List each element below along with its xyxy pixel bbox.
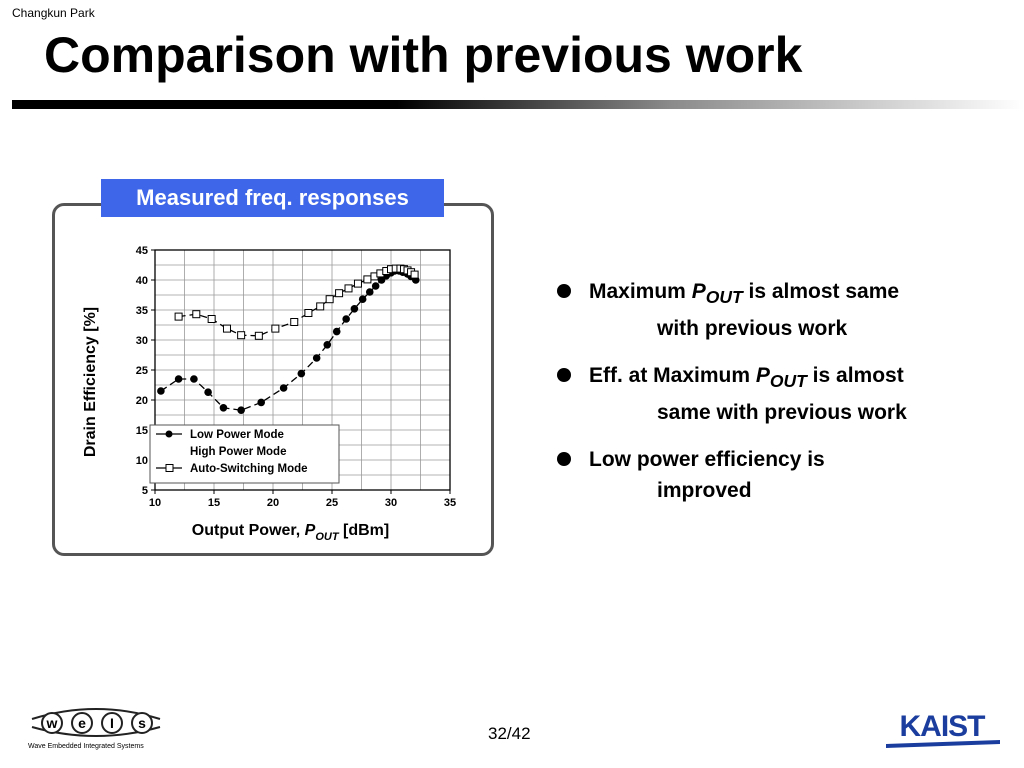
data-point-low-power bbox=[358, 295, 367, 303]
bullet-item: Low power efficiency is improved bbox=[555, 444, 1015, 506]
chart-panel-header: Measured freq. responses bbox=[101, 179, 444, 217]
bullet-dot bbox=[557, 284, 571, 298]
weis-logo: w e I s Wave Embedded Integrated Systems bbox=[28, 708, 161, 750]
bullet-dot bbox=[557, 368, 571, 383]
title-underline bbox=[12, 100, 1024, 109]
bullet-list: Maximum POUT is almost same with previou… bbox=[555, 276, 1015, 522]
data-point-low-power bbox=[371, 282, 380, 290]
x-tick-label: 30 bbox=[385, 497, 397, 509]
weis-letter: w bbox=[46, 715, 58, 731]
data-point-auto-switching bbox=[410, 270, 419, 279]
data-point-low-power bbox=[237, 406, 245, 414]
x-tick-label: 10 bbox=[149, 497, 161, 509]
author-name: Changkun Park bbox=[12, 6, 95, 20]
data-point-auto-switching bbox=[290, 318, 299, 326]
legend-box bbox=[149, 424, 340, 484]
y-tick-label: 20 bbox=[136, 395, 148, 407]
weis-letter: e bbox=[78, 715, 86, 731]
data-point-auto-switching bbox=[192, 310, 201, 319]
page-number: 32/42 bbox=[488, 724, 531, 743]
y-tick-label: 45 bbox=[136, 245, 148, 257]
data-point-auto-switching bbox=[316, 302, 325, 311]
y-tick-label: 30 bbox=[136, 335, 148, 347]
bullet-text-line2: improved bbox=[657, 479, 752, 503]
x-tick-label: 25 bbox=[326, 497, 338, 509]
data-point-low-power bbox=[190, 375, 198, 383]
data-point-auto-switching bbox=[335, 289, 344, 298]
weis-letter: s bbox=[138, 715, 146, 731]
kaist-wordmark: KAIST bbox=[900, 710, 986, 743]
x-tick-label: 35 bbox=[444, 497, 456, 509]
data-point-low-power bbox=[219, 404, 228, 412]
bullet-dot bbox=[557, 452, 571, 467]
data-point-auto-switching bbox=[174, 312, 183, 321]
weis-circle bbox=[101, 712, 123, 734]
bullet-subscript: OUT bbox=[705, 287, 743, 308]
data-point-low-power bbox=[257, 398, 265, 407]
data-point-auto-switching bbox=[353, 279, 362, 288]
bullet-var: P bbox=[755, 364, 770, 388]
weis-tagline: Wave Embedded Integrated Systems bbox=[28, 743, 144, 750]
bullet-text-post: is almost same bbox=[742, 280, 900, 303]
y-tick-label: 35 bbox=[136, 305, 148, 317]
data-point-auto-switching bbox=[344, 284, 353, 293]
weis-circle bbox=[71, 712, 93, 734]
data-point-auto-switching bbox=[304, 309, 313, 317]
legend-label: High Power Mode bbox=[190, 446, 286, 458]
legend-marker bbox=[165, 430, 173, 438]
bullet-subscript: OUT bbox=[769, 371, 807, 392]
weis-circle bbox=[41, 712, 63, 734]
bullet-item: Maximum POUT is almost same with previou… bbox=[555, 276, 1015, 344]
y-tick-label: 5 bbox=[142, 485, 148, 497]
weis-letter: I bbox=[110, 715, 114, 731]
slide-title: Comparison with previous work bbox=[44, 27, 803, 83]
y-tick-label: 25 bbox=[136, 365, 148, 377]
data-point-low-power bbox=[342, 315, 350, 323]
legend-marker bbox=[165, 464, 174, 472]
legend-label: Low Power Mode bbox=[190, 429, 284, 441]
data-point-low-power bbox=[297, 369, 306, 378]
bullet-text-post: is almost bbox=[806, 364, 904, 388]
bullet-text-pre: Maximum bbox=[589, 280, 692, 303]
bullet-text-line2: same with previous work bbox=[657, 401, 907, 425]
y-tick-label: 15 bbox=[136, 425, 148, 437]
bullet-text-pre: Low power efficiency is bbox=[589, 448, 825, 472]
kaist-swoosh bbox=[886, 740, 1000, 748]
kaist-logo: KAIST bbox=[886, 710, 1000, 748]
data-point-low-power bbox=[279, 384, 288, 392]
data-point-auto-switching bbox=[237, 331, 246, 340]
data-point-low-power bbox=[312, 354, 321, 362]
data-point-auto-switching bbox=[363, 275, 372, 284]
data-point-low-power bbox=[174, 375, 183, 383]
data-point-low-power bbox=[157, 387, 165, 395]
bullet-var: P bbox=[691, 280, 706, 303]
data-point-auto-switching bbox=[325, 295, 334, 304]
data-point-low-power bbox=[365, 288, 374, 296]
weis-circle bbox=[131, 712, 153, 734]
x-axis-label: Output Power, POUT [dBm] bbox=[192, 522, 389, 543]
y-axis-label: Drain Efficiency [%] bbox=[82, 307, 99, 457]
x-tick-label: 20 bbox=[267, 497, 279, 509]
data-point-auto-switching bbox=[207, 315, 216, 323]
x-tick-label: 15 bbox=[208, 497, 220, 509]
legend-label: Auto-Switching Mode bbox=[190, 463, 308, 475]
y-tick-label: 40 bbox=[136, 275, 148, 287]
data-point-auto-switching bbox=[254, 331, 263, 340]
data-point-low-power bbox=[323, 341, 332, 349]
bullet-item: Eff. at Maximum POUT is almost same with… bbox=[555, 360, 1015, 428]
bullet-text-pre: Eff. at Maximum bbox=[589, 364, 756, 388]
data-point-auto-switching bbox=[222, 324, 231, 333]
series-line bbox=[160, 270, 417, 411]
data-point-auto-switching bbox=[271, 324, 280, 333]
data-point-low-power bbox=[332, 327, 341, 336]
y-tick-label: 10 bbox=[136, 455, 148, 467]
data-point-low-power bbox=[204, 388, 212, 396]
data-point-low-power bbox=[350, 305, 359, 313]
bullet-text-line2: with previous work bbox=[657, 317, 848, 341]
